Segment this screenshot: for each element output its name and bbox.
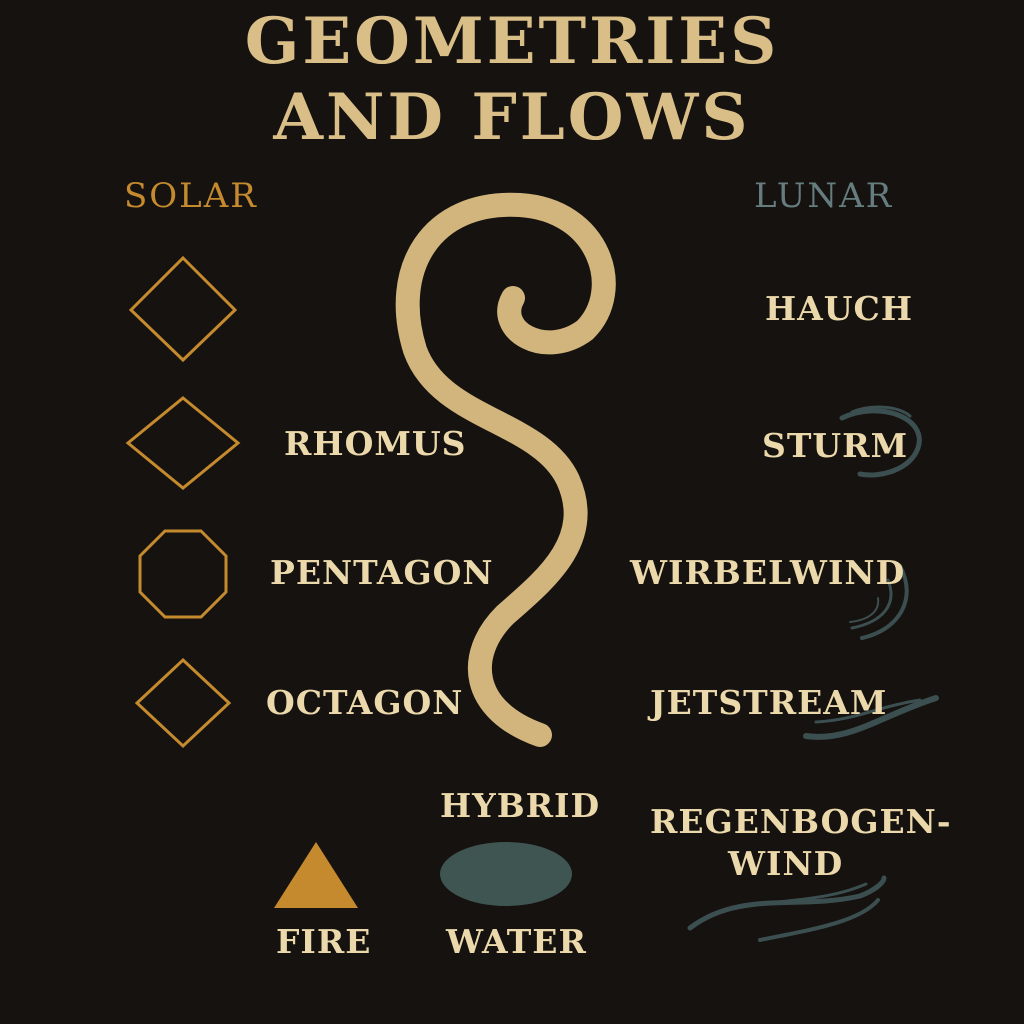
central-spiral-flow xyxy=(395,192,616,747)
lunar-label-jetstream: JETSTREAM xyxy=(650,683,888,722)
wirbelwind-swoosh-icon xyxy=(849,564,909,640)
octagon-outline-icon xyxy=(138,529,228,619)
octagon-diamond-icon xyxy=(134,657,232,749)
fire-label: FIRE xyxy=(276,922,372,961)
lunar-label-wind: WIND xyxy=(728,844,844,883)
title-line-2: AND FLOWS xyxy=(273,80,751,155)
solar-heading: SOLAR xyxy=(124,176,258,216)
water-label: WATER xyxy=(446,922,587,961)
lunar-label-wirbelwind: WIRBELWIND xyxy=(630,553,906,592)
lunar-heading: LUNAR xyxy=(754,176,894,216)
title-line-1: GEOMETRIES xyxy=(244,4,780,79)
lunar-label-sturm: STURM xyxy=(762,426,909,465)
rhombus-icon xyxy=(125,396,241,490)
solar-diamond-icon xyxy=(128,255,238,363)
lunar-label-regenbogen: REGENBOGEN- xyxy=(650,802,952,841)
jetstream-swoosh-icon xyxy=(803,695,939,740)
sturm-swoosh-icon xyxy=(839,405,922,478)
solar-label-pentagon: PENTAGON xyxy=(270,553,494,592)
hybrid-heading: HYBRID xyxy=(440,786,601,825)
fire-triangle-icon xyxy=(274,842,358,908)
solar-label-octagon: OCTAGON xyxy=(266,683,464,722)
regenbogenwind-swoosh-icon xyxy=(687,875,887,942)
solar-label-rhomus: RHOMUS xyxy=(284,424,467,463)
lunar-label-hauch: HAUCH xyxy=(765,289,914,328)
water-ellipse-icon xyxy=(440,842,572,906)
